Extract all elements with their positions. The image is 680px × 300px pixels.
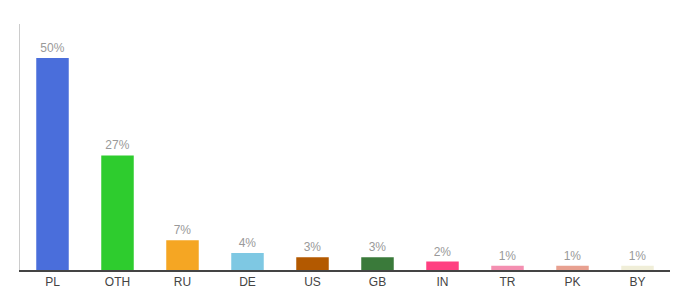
svg-text:GB: GB bbox=[369, 275, 386, 289]
svg-text:DE: DE bbox=[239, 275, 256, 289]
svg-text:US: US bbox=[304, 275, 321, 289]
svg-text:7%: 7% bbox=[174, 223, 192, 237]
svg-text:TR: TR bbox=[500, 275, 516, 289]
svg-text:BY: BY bbox=[629, 275, 645, 289]
svg-text:27%: 27% bbox=[105, 138, 129, 152]
svg-text:IN: IN bbox=[437, 275, 449, 289]
svg-text:1%: 1% bbox=[499, 249, 517, 263]
svg-text:50%: 50% bbox=[40, 41, 64, 55]
svg-text:OTH: OTH bbox=[105, 275, 130, 289]
svg-text:PL: PL bbox=[45, 275, 60, 289]
svg-text:3%: 3% bbox=[304, 240, 322, 254]
svg-text:1%: 1% bbox=[629, 249, 647, 263]
svg-text:RU: RU bbox=[174, 275, 191, 289]
svg-text:3%: 3% bbox=[369, 240, 387, 254]
svg-text:2%: 2% bbox=[434, 245, 452, 259]
svg-text:4%: 4% bbox=[239, 236, 257, 250]
svg-text:1%: 1% bbox=[564, 249, 582, 263]
svg-text:PK: PK bbox=[564, 275, 580, 289]
